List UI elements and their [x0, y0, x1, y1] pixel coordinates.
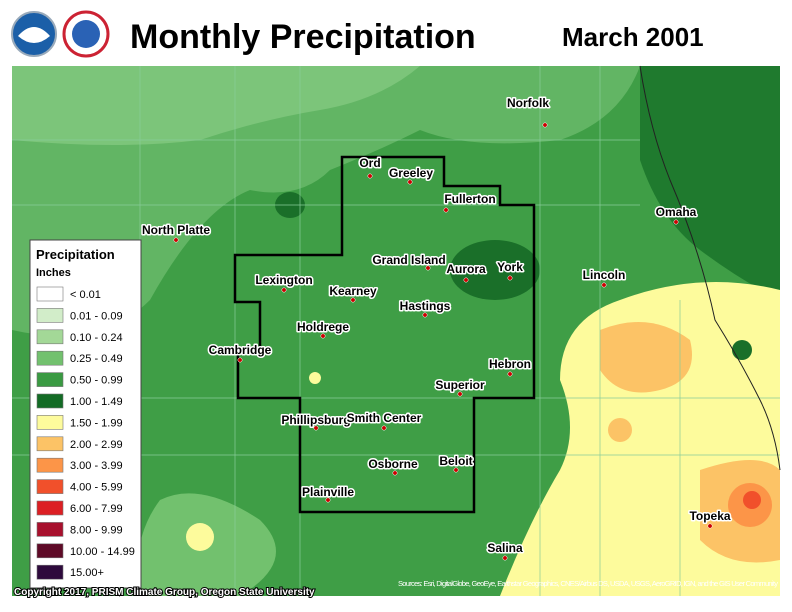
legend-items: < 0.01 0.01 - 0.09 0.10 - 0.24 0.25 - 0.49 0…: [36, 286, 135, 580]
city-label: Fullerton: [444, 192, 495, 206]
legend-label: < 0.01: [70, 289, 101, 301]
city-label: Aurora: [446, 262, 486, 276]
legend-swatch: [36, 372, 64, 387]
nws-logo-center: [72, 20, 100, 48]
cities: Norfolk Ord Greeley Fullerton Omaha North Pla…: [140, 95, 732, 561]
city-dot: [422, 312, 428, 318]
legend-title: Precipitation: [36, 247, 115, 262]
legend-label: 6.00 - 7.99: [70, 503, 123, 515]
state-line: [639, 65, 781, 471]
city-label: Greeley: [389, 166, 433, 180]
legend-label: 1.00 - 1.49: [70, 396, 123, 408]
region: [640, 66, 780, 300]
city-label: Cambridge: [209, 343, 272, 357]
city-dot: [173, 237, 179, 243]
city-label: Kearney: [329, 284, 377, 298]
legend-swatch: [36, 543, 64, 559]
legend-swatch: [36, 329, 64, 345]
sources: Sources: Esri, DigitalGlobe, GeoEye, Ear…: [398, 579, 778, 588]
city-dot: [502, 555, 508, 561]
city-dot: [325, 497, 331, 503]
legend-units: Inches: [36, 267, 71, 279]
legend-label: 0.50 - 0.99: [70, 375, 123, 387]
legend-label: 2.00 - 2.99: [70, 439, 123, 451]
city-dot: [392, 470, 398, 476]
city-label: Norfolk: [507, 96, 549, 110]
copyright: Copyright 2017, PRISM Climate Group, Ore…: [14, 587, 315, 598]
city-dot: [407, 179, 413, 185]
date: March 2001: [562, 22, 704, 52]
city-label: Holdrege: [297, 320, 349, 334]
legend-label: 10.00 - 14.99: [70, 546, 135, 558]
city-dot: [367, 173, 373, 179]
city-dot: [463, 277, 469, 283]
legend-swatch: [36, 564, 64, 580]
city-dot: [320, 333, 326, 339]
legend-label: 8.00 - 9.99: [70, 524, 123, 536]
city-dot: [457, 391, 463, 397]
legend-label: 0.25 - 0.49: [70, 353, 123, 365]
region: [732, 340, 752, 360]
city-dot: [425, 265, 431, 271]
city-label: North Platte: [142, 223, 210, 237]
city-dot: [443, 207, 449, 213]
legend-swatch: [36, 522, 64, 537]
city-label: Lexington: [255, 273, 312, 287]
city-label: Hastings: [400, 299, 451, 313]
legend-swatch: [36, 479, 64, 494]
city-label: Ord: [359, 156, 380, 170]
legend-swatch: [36, 286, 64, 302]
title: Monthly Precipitation: [130, 18, 476, 56]
city-label: Smith Center: [347, 411, 422, 425]
city-dot: [601, 282, 607, 288]
region: [309, 372, 321, 384]
noaa-logo-bird: [18, 27, 50, 43]
city-dot: [542, 122, 548, 128]
city-label: Superior: [435, 378, 485, 392]
legend-swatch: [36, 350, 64, 366]
region: [450, 240, 540, 300]
legend-swatch: [36, 457, 64, 473]
legend-label: 4.00 - 5.99: [70, 482, 123, 494]
legend-label: 0.01 - 0.09: [70, 310, 123, 322]
legend-swatch: [36, 415, 64, 430]
legend-label: 15.00+: [70, 567, 104, 579]
region: [186, 523, 214, 551]
city-dot: [237, 357, 243, 363]
city-dot: [507, 371, 513, 377]
city-label: Plainville: [302, 485, 354, 499]
cwa-boundary: [233, 155, 536, 514]
legend-label: 0.10 - 0.24: [70, 332, 123, 344]
city-label: Topeka: [689, 509, 730, 523]
city-label: Grand Island: [372, 253, 445, 267]
city-dot: [281, 287, 287, 293]
city-label: Omaha: [656, 205, 697, 219]
city-label: Hebron: [489, 357, 531, 371]
city-dot: [707, 523, 713, 529]
city-dot: [381, 425, 387, 431]
region: [12, 66, 420, 145]
city-label: York: [497, 260, 523, 274]
region: [743, 491, 761, 509]
legend-swatch: [36, 500, 64, 516]
legend-swatch: [36, 393, 64, 409]
city-label: Osborne: [368, 457, 418, 471]
city-dot: [673, 219, 679, 225]
legend-label: 1.50 - 1.99: [70, 417, 123, 429]
legend-swatch: [36, 436, 64, 452]
legend-swatch: [36, 308, 64, 323]
city-label: Beloit: [439, 454, 472, 468]
legend-label: 3.00 - 3.99: [70, 460, 123, 472]
city-dot: [507, 275, 513, 281]
city-dot: [350, 297, 356, 303]
region: [600, 322, 692, 393]
city-label: Lincoln: [583, 268, 626, 282]
city-label: Phillipsburg: [281, 413, 350, 427]
region: [608, 418, 632, 442]
city-dot: [453, 467, 459, 473]
city-dot: [313, 425, 319, 431]
city-label: Salina: [487, 541, 523, 555]
